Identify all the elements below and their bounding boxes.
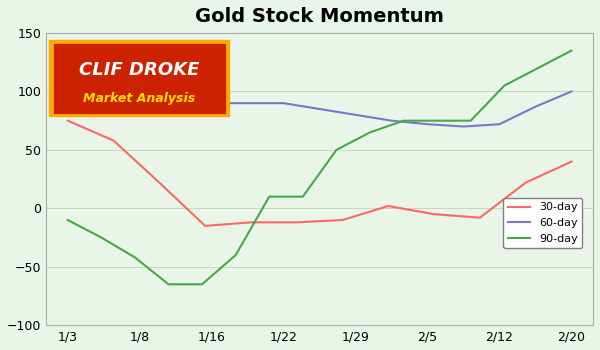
90-day xyxy=(64,218,71,222)
90-day xyxy=(434,119,441,123)
30-day xyxy=(522,181,529,185)
30-day xyxy=(430,212,437,216)
90-day xyxy=(131,255,139,259)
Line: 60-day: 60-day xyxy=(68,91,571,127)
60-day xyxy=(244,101,251,105)
Line: 30-day: 30-day xyxy=(68,121,571,226)
60-day xyxy=(280,101,287,105)
30-day xyxy=(247,220,254,224)
90-day xyxy=(400,119,407,123)
60-day xyxy=(496,122,503,126)
FancyBboxPatch shape xyxy=(49,40,229,116)
Line: 90-day: 90-day xyxy=(68,51,571,284)
90-day xyxy=(367,130,374,134)
Text: Market Analysis: Market Analysis xyxy=(83,92,195,105)
60-day xyxy=(460,125,467,129)
90-day xyxy=(568,49,575,53)
60-day xyxy=(532,105,539,109)
FancyBboxPatch shape xyxy=(52,42,227,115)
60-day xyxy=(424,122,431,126)
30-day xyxy=(339,218,346,222)
90-day xyxy=(333,148,340,152)
60-day xyxy=(388,119,395,123)
90-day xyxy=(501,84,508,88)
60-day xyxy=(352,113,359,117)
30-day xyxy=(202,224,209,228)
30-day xyxy=(568,160,575,164)
60-day xyxy=(172,103,179,107)
Text: CLIF DROKE: CLIF DROKE xyxy=(79,61,199,78)
90-day xyxy=(266,195,273,199)
30-day xyxy=(156,181,163,185)
90-day xyxy=(534,66,541,70)
60-day xyxy=(136,101,143,105)
30-day xyxy=(110,139,117,143)
30-day xyxy=(476,216,484,220)
90-day xyxy=(98,236,105,240)
30-day xyxy=(385,204,392,208)
60-day xyxy=(316,107,323,111)
60-day xyxy=(100,93,107,97)
Legend: 30-day, 60-day, 90-day: 30-day, 60-day, 90-day xyxy=(503,198,582,248)
90-day xyxy=(165,282,172,286)
60-day xyxy=(208,101,215,105)
90-day xyxy=(299,195,307,199)
60-day xyxy=(64,89,71,93)
90-day xyxy=(467,119,475,123)
90-day xyxy=(199,282,206,286)
60-day xyxy=(568,89,575,93)
90-day xyxy=(232,253,239,257)
30-day xyxy=(64,119,71,123)
Title: Gold Stock Momentum: Gold Stock Momentum xyxy=(195,7,444,26)
30-day xyxy=(293,220,301,224)
